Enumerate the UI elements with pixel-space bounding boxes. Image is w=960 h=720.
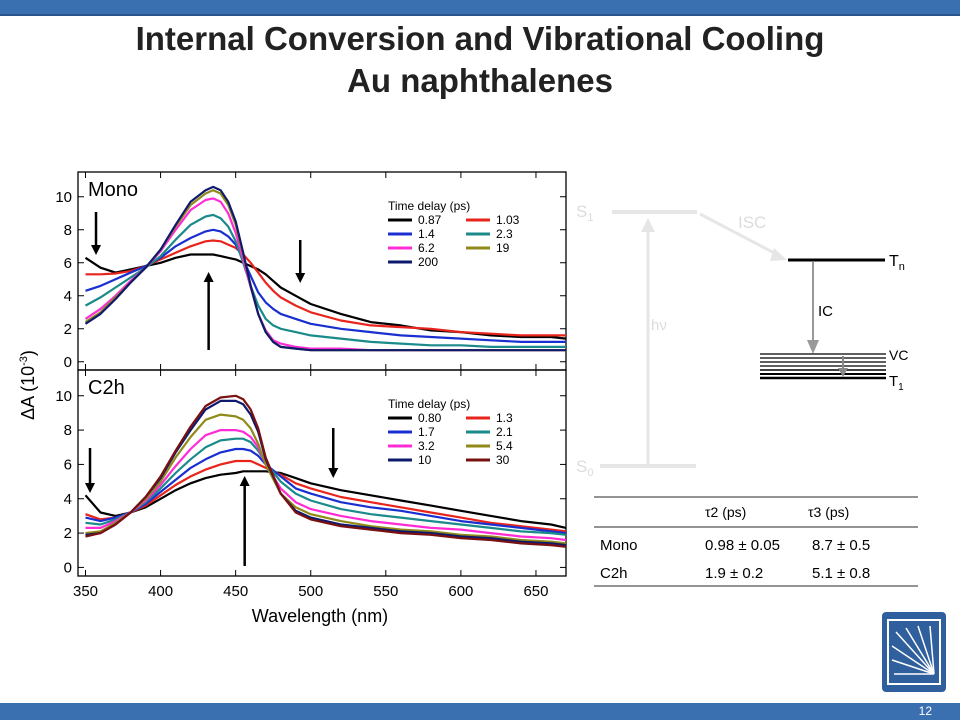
isc-label: ISC (738, 213, 766, 232)
vc-arrowhead (838, 368, 848, 377)
title-line-2: Au naphthalenes (347, 62, 613, 99)
series-line-mono-200 (84, 185, 566, 352)
legend-label-c2h: 30 (496, 453, 510, 467)
slide-title: Internal Conversion and Vibrational Cool… (0, 18, 960, 102)
y-tick-label-c2h: 0 (64, 559, 72, 576)
x-tick-label: 650 (523, 583, 548, 600)
y-tick-label-c2h: 2 (64, 525, 72, 542)
ic-arrowhead (807, 340, 819, 354)
series-line-c2h-0.80 (84, 470, 567, 529)
y-tick-label-mono: 0 (64, 354, 72, 371)
legend-label-c2h: 10 (418, 453, 432, 467)
y-tick-label-c2h: 6 (64, 456, 72, 473)
arrowhead-c2h (328, 468, 339, 478)
plot-frame-c2h (77, 369, 567, 577)
table-row-2-tau3: 5.1 ± 0.8 (812, 565, 870, 582)
y-tick-label-c2h: 8 (64, 422, 72, 439)
legend-label-mono: 0.87 (418, 213, 442, 227)
series-line-c2h-2.1 (85, 437, 567, 536)
s1-label: S1 (576, 202, 593, 224)
title-line-1: Internal Conversion and Vibrational Cool… (135, 20, 825, 57)
table-header-tau3: τ3 (ps) (808, 504, 849, 520)
series-line-c2h-5.4 (85, 413, 567, 545)
y-tick-label-mono: 2 (64, 321, 72, 338)
series-line-c2h-30 (85, 394, 567, 548)
excitation-arrowhead (641, 218, 655, 232)
legend-label-mono: 19 (496, 241, 510, 255)
institution-logo (882, 612, 946, 692)
arrowhead-mono (91, 245, 102, 255)
legend-label-mono: 6.2 (418, 241, 435, 255)
arrowhead-c2h (85, 483, 96, 493)
legend-label-c2h: 0.80 (418, 411, 442, 425)
x-tick-label: 550 (373, 583, 398, 600)
series-line-c2h-1.3 (85, 459, 567, 533)
tn-label: Tn (889, 253, 905, 273)
arrowhead-mono (295, 273, 306, 283)
y-tick-label-mono: 10 (55, 189, 72, 206)
bottom-banner (0, 703, 960, 720)
table-row-1-label: Mono (600, 537, 638, 554)
panel-label-mono: Mono (88, 179, 138, 201)
arrowhead-mono (203, 272, 214, 282)
legend-label-mono: 1.03 (496, 213, 520, 227)
table-row-2-tau2: 1.9 ± 0.2 (705, 565, 763, 582)
vibrational-levels (760, 353, 886, 380)
isc-arrow (699, 212, 781, 258)
legend-label-mono: 200 (418, 255, 438, 269)
legend-title-mono: Time delay (ps) (388, 199, 470, 213)
legend-label-mono: 1.4 (418, 227, 435, 241)
legend-label-c2h: 1.3 (496, 411, 513, 425)
y-tick-label-mono: 6 (64, 255, 72, 272)
t1-label: T1 (889, 373, 904, 393)
x-axis-label: Wavelength (nm) (252, 606, 388, 626)
legend-label-c2h: 2.1 (496, 425, 513, 439)
legend-title-c2h: Time delay (ps) (388, 397, 470, 411)
series-line-mono-1.03 (85, 239, 566, 337)
table-header-tau2: τ2 (ps) (705, 504, 746, 520)
y-tick-label-mono: 8 (64, 222, 72, 239)
legend-label-c2h: 5.4 (496, 439, 513, 453)
table-row-2-label: C2h (600, 565, 628, 582)
hv-label: hν (651, 317, 667, 334)
table-row-1-tau3: 8.7 ± 0.5 (812, 537, 870, 554)
arrowhead-c2h (239, 476, 250, 486)
y-tick-label-mono: 4 (64, 288, 72, 305)
y-tick-label-c2h: 10 (55, 388, 72, 405)
series-line-c2h-3.2 (85, 429, 567, 542)
s0-label: S0 (576, 457, 593, 479)
top-banner (0, 0, 960, 16)
panel-label-c2h: C2h (88, 377, 125, 399)
x-tick-label: 600 (448, 583, 473, 600)
table-row-1-tau2: 0.98 ± 0.05 (705, 537, 780, 554)
isc-arrowhead (770, 248, 787, 261)
series-line-c2h-1.7 (85, 447, 567, 535)
x-tick-label: 350 (73, 583, 98, 600)
ic-label: IC (818, 303, 833, 320)
y-axis-label: ΔA (10-3) (18, 350, 38, 420)
x-tick-label: 500 (298, 583, 323, 600)
vc-label: VC (889, 347, 908, 363)
legend-label-c2h: 3.2 (418, 439, 435, 453)
page-number: 12 (918, 704, 932, 718)
y-tick-label-c2h: 4 (64, 491, 72, 508)
legend-label-mono: 2.3 (496, 227, 513, 241)
x-tick-label: 450 (223, 583, 248, 600)
x-tick-label: 400 (148, 583, 173, 600)
legend-label-c2h: 1.7 (418, 425, 435, 439)
